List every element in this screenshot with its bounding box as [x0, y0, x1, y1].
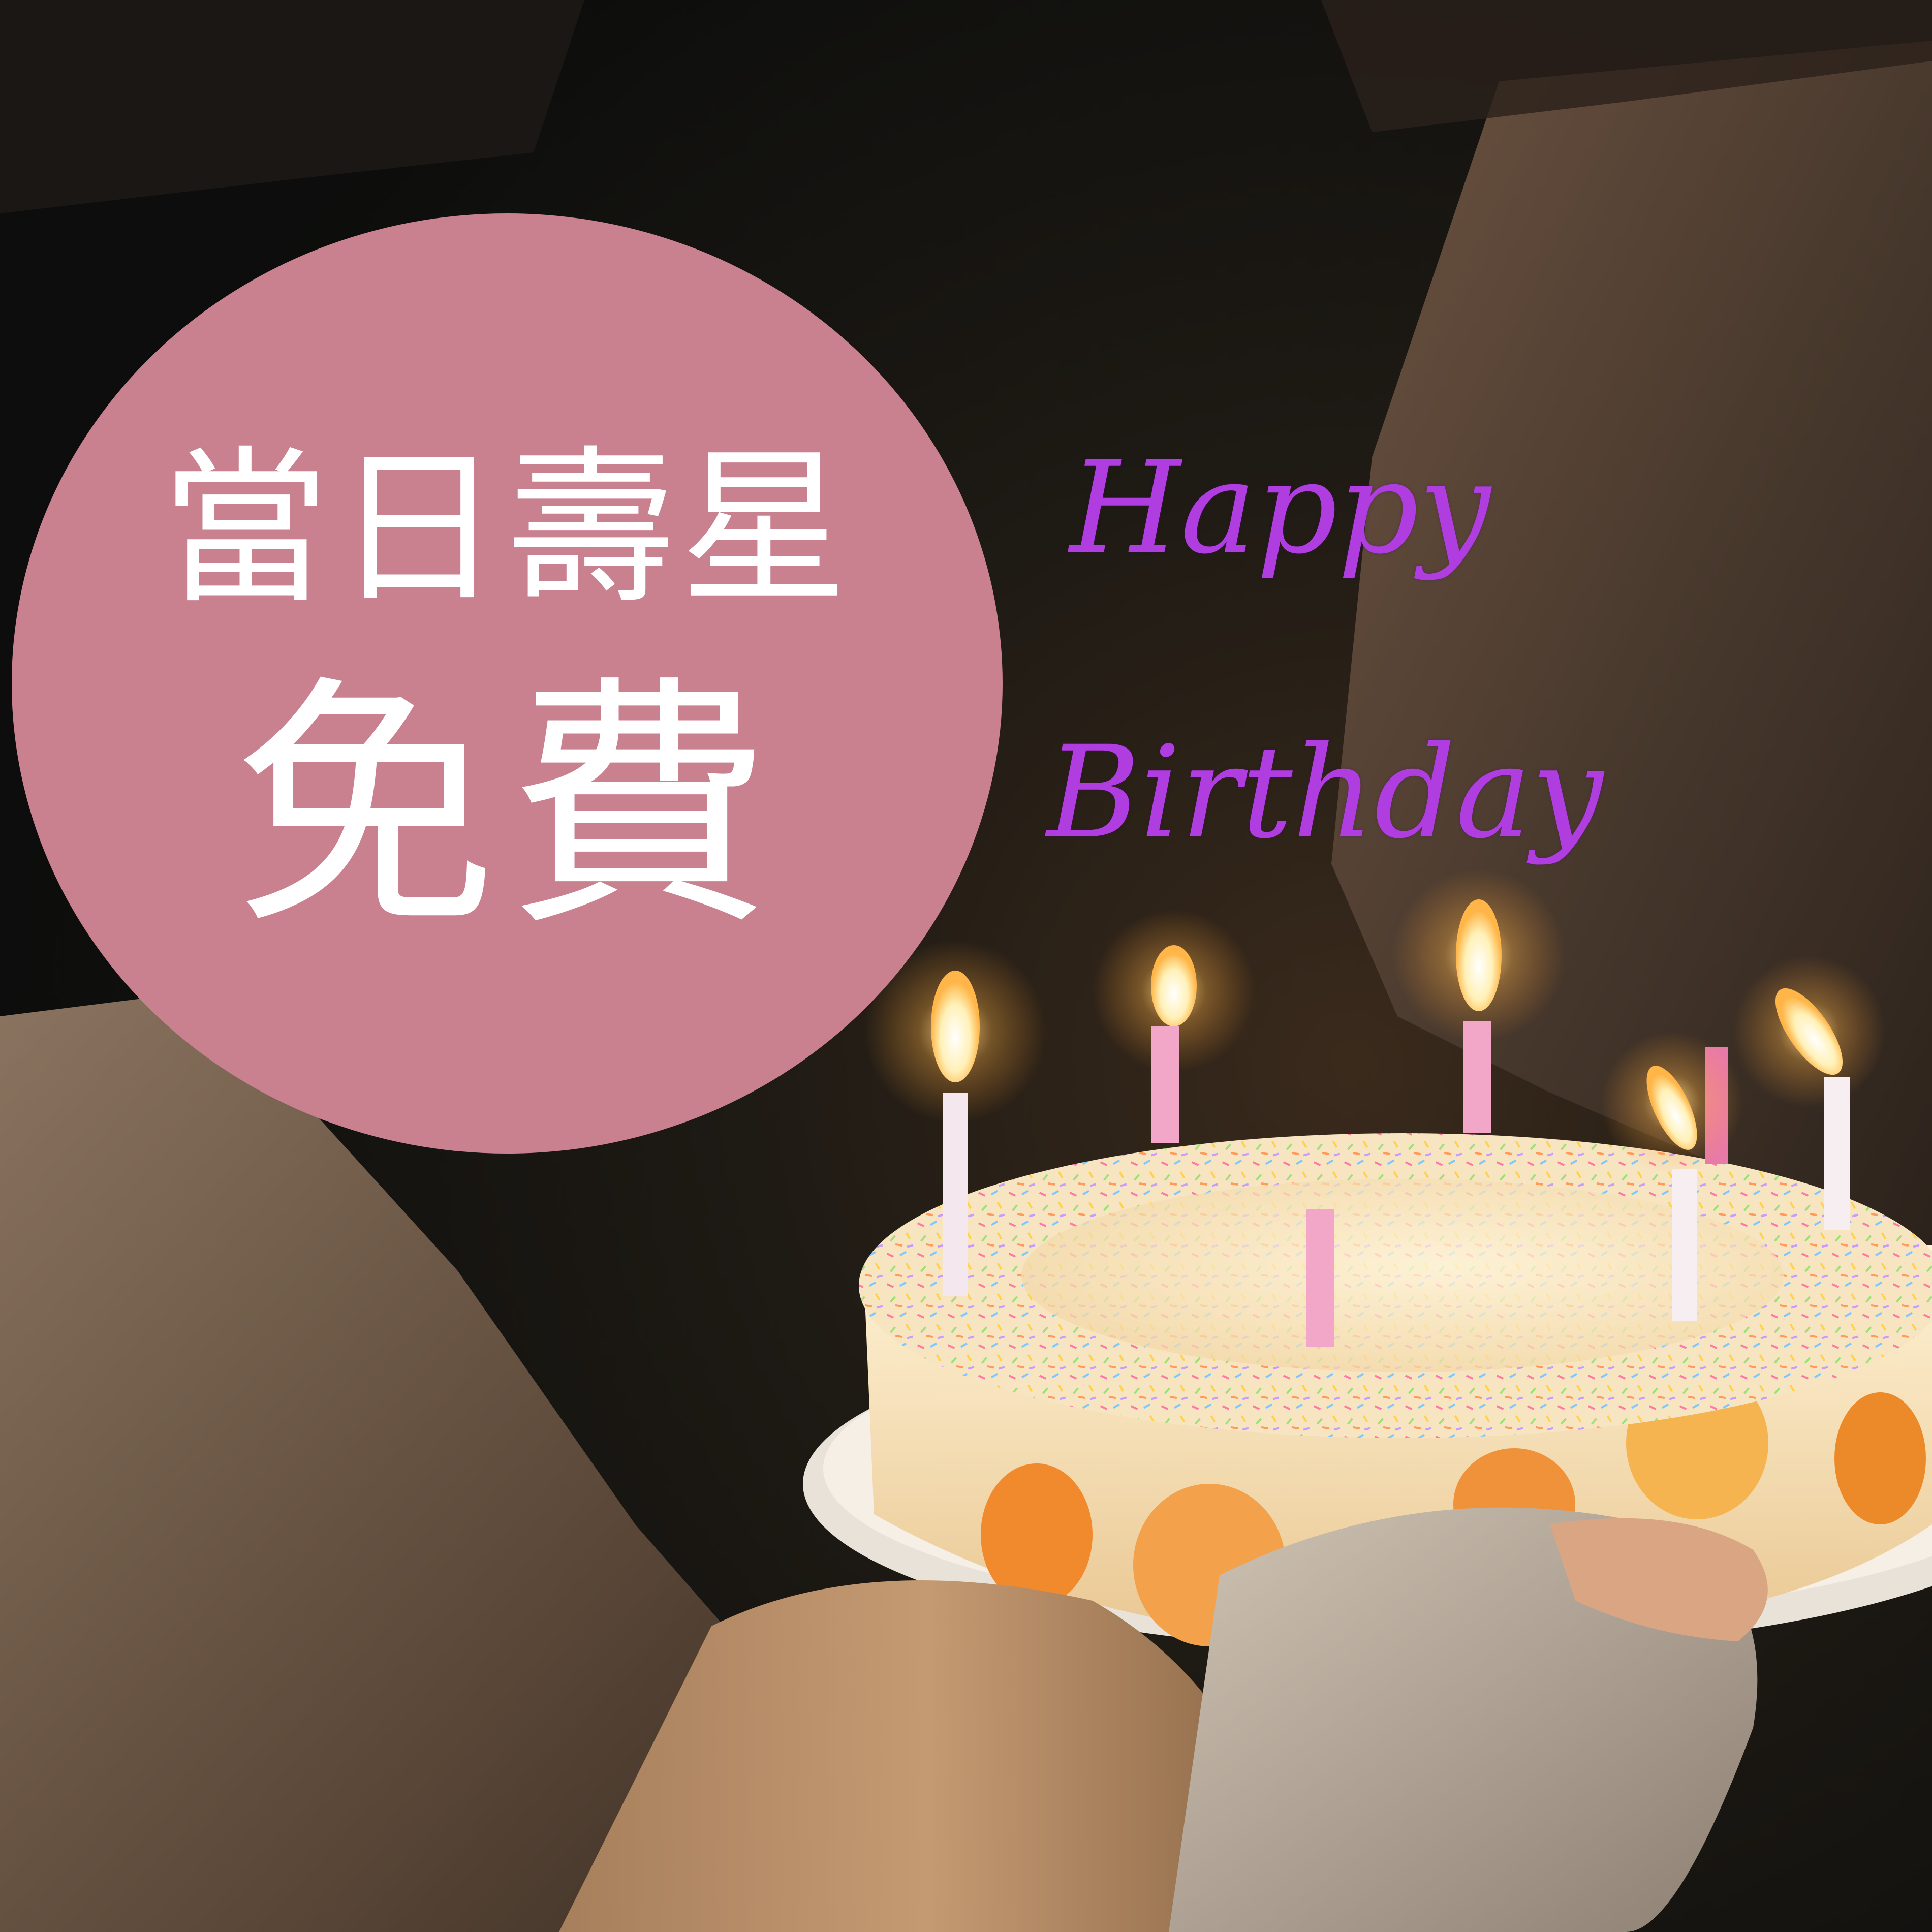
greeting-happy: Happy — [1070, 434, 1491, 582]
badge-line-birthday-star: 當日壽星 — [162, 431, 853, 626]
promo-badge: 當日壽星 免費 — [12, 213, 1003, 1154]
badge-line-free: 免費 — [233, 654, 782, 962]
greeting-birthday: Birthday — [1047, 719, 1603, 866]
